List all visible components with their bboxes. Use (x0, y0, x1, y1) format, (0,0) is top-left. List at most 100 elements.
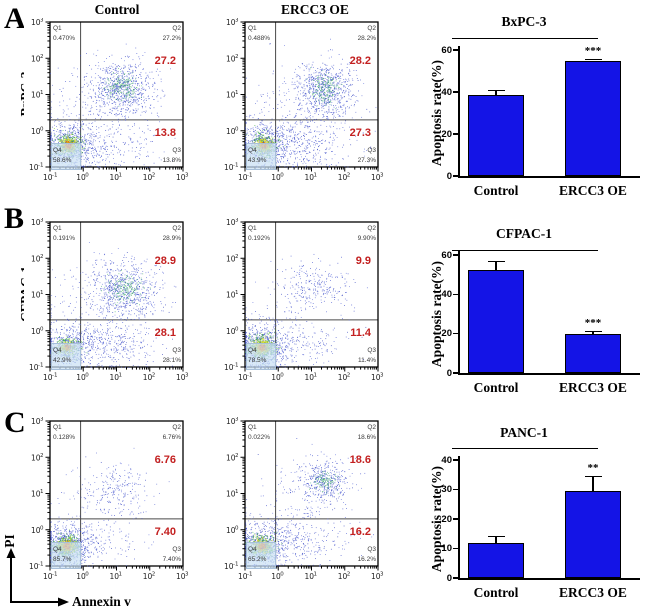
bar-chart-title: PANC-1 (500, 425, 548, 440)
upper-apoptosis-annotation: 6.76 (154, 454, 176, 466)
gate-stats-box (246, 542, 276, 569)
quadrant-q4-stats: Q4 42.9% (53, 347, 72, 365)
bar-ercc3-oe (565, 490, 621, 578)
y-tick-label: 40 (441, 454, 452, 466)
bar-chart-cfpac1: CFPAC-1 *** Apoptosis rate(%) Control ER… (425, 200, 646, 400)
error-bar-cap (487, 535, 505, 538)
quadrant-q3-stats: Q3 28.1% (162, 347, 181, 365)
column-title-control: Control (94, 2, 140, 17)
significance-stars: *** (584, 316, 602, 329)
error-bar-stem (495, 89, 497, 96)
quadrant-q3-stats: Q3 16.2% (357, 546, 376, 564)
y-tick-label: 0 (446, 572, 452, 584)
error-bar-stem (495, 535, 497, 543)
quadrant-q1-stats: Q1 0.192% (248, 225, 271, 243)
y-axis-line (458, 456, 460, 578)
y-tick-mark (453, 332, 458, 335)
y-tick-label: 0 (446, 170, 452, 182)
panel-letter: C (4, 406, 26, 439)
flow-plot-bxpc3-control: Q1 0.470% Q2 27.2% Q3 13.8% Q4 58.6% 27.2 13… (24, 18, 189, 184)
quadrant-q1-stats: Q1 0.488% (248, 25, 271, 43)
flow-plot-panc1-ercc3oe: Q1 0.022% Q2 18.6% Q3 16.2% Q4 65.2% 18.6 16… (219, 417, 384, 583)
category-label-ercc3-oe: ERCC3 OE (559, 380, 627, 395)
y-tick-label: 60 (441, 44, 452, 56)
quadrant-q3-stats: Q3 7.40% (162, 546, 181, 564)
quadrant-q1-stats: Q1 0.022% (248, 424, 271, 442)
axis-arrows-icon (6, 548, 69, 607)
y-tick-mark (453, 372, 458, 374)
bar-control (468, 269, 524, 373)
y-tick-mark (453, 133, 458, 135)
y-tick-label: 10 (441, 543, 452, 554)
error-bar-cap (584, 330, 602, 333)
y-axis-label: Apoptosis rate(%) (429, 59, 444, 167)
y-tick-label: 60 (441, 249, 452, 261)
category-label-control: Control (473, 183, 519, 198)
quadrant-q2-stats: Q2 9.90% (357, 225, 376, 243)
quadrant-q2-stats: Q2 27.2% (162, 25, 181, 43)
quadrant-q3-stats: Q3 13.8% (162, 147, 181, 165)
flow-plot-panc1-control: Q1 0.128% Q2 6.76% Q3 7.40% Q4 85.7% 6.76 7.… (24, 417, 189, 583)
panel-letter: B (4, 202, 25, 235)
y-tick-label: 40 (441, 86, 452, 98)
y-tick-mark (453, 459, 458, 461)
gate-stats-box (51, 542, 81, 569)
comparison-bracket (452, 448, 598, 450)
quadrant-q4-stats: Q4 78.5% (248, 347, 267, 365)
upper-apoptosis-annotation: 18.6 (349, 454, 371, 466)
bar-ercc3-oe (565, 60, 621, 176)
error-bar-cap (487, 260, 505, 263)
panel-row-c: C PANC-1 Q10.128% Q26.76% Q37.40% Q485.7… (0, 405, 646, 613)
y-tick-mark (453, 175, 458, 177)
comparison-bracket (452, 250, 598, 252)
y-tick-mark (453, 254, 458, 256)
significance-stars: *** (584, 44, 602, 57)
bar-chart-bxpc3: BxPC-3 *** Apoptosis rate(%) Control ERC… (425, 0, 646, 200)
gate-stats-box (246, 143, 276, 170)
quadrant-q3-stats: Q3 11.4% (358, 347, 376, 365)
upper-apoptosis-annotation: 28.9 (154, 255, 176, 267)
flow-plot-bxpc3-ercc3oe: Q1 0.488% Q2 28.2% Q3 27.3% Q4 43.9% 28.2 27… (219, 18, 384, 184)
y-tick-mark (453, 547, 458, 550)
quadrant-q2-stats: Q2 28.9% (162, 225, 181, 243)
y-axis-line (458, 46, 460, 176)
y-tick-label: 20 (441, 128, 452, 140)
y-tick-label: 40 (441, 288, 452, 300)
column-title-ercc3-oe: ERCC3 OE (281, 2, 349, 17)
bar-ercc3-oe (565, 333, 621, 373)
error-bar-cap (584, 475, 602, 478)
lower-apoptosis-annotation: 13.8 (154, 127, 176, 139)
error-bar-stem (592, 475, 594, 491)
error-bar-cap (584, 58, 602, 61)
y-tick-mark (453, 49, 458, 51)
x-axis-line (458, 373, 640, 375)
y-tick-mark (453, 518, 458, 520)
panel-letter: A (4, 2, 26, 35)
bar-chart-title: CFPAC-1 (496, 226, 552, 241)
upper-apoptosis-annotation: 28.2 (349, 55, 371, 67)
category-label-control: Control (473, 585, 519, 600)
upper-apoptosis-annotation: 27.2 (154, 55, 176, 67)
flow-plot-cfpac1-control: Q1 0.191% Q2 28.9% Q3 28.1% Q4 42.9% 28.9 28… (24, 218, 189, 384)
bar-chart-title: BxPC-3 (501, 14, 547, 29)
quadrant-q4-stats: Q4 43.9% (248, 147, 267, 165)
comparison-bracket (452, 38, 598, 40)
category-label-ercc3-oe: ERCC3 OE (559, 585, 627, 600)
gate-stats-box (51, 143, 81, 170)
bar-chart-panc1: PANC-1 ** Apoptosis rate(%) Control ERCC… (425, 405, 646, 605)
quadrant-q2-stats: Q2 28.2% (357, 25, 376, 43)
quadrant-q4-stats: Q4 58.6% (53, 147, 72, 165)
flow-plot-cfpac1-ercc3oe: Q1 0.192% Q2 9.90% Q3 11.4% Q4 78.5% 9.9 11.… (219, 218, 384, 384)
pi-axis-label: PI (2, 534, 17, 548)
bar-control (468, 542, 524, 578)
gate-stats-box (51, 343, 81, 370)
y-tick-label: 30 (441, 484, 452, 495)
category-label-ercc3-oe: ERCC3 OE (559, 183, 627, 198)
quadrant-q1-stats: Q1 0.470% (53, 25, 76, 43)
quadrant-q4-stats: Q4 65.2% (248, 546, 267, 564)
quadrant-q2-stats: Q2 6.76% (162, 424, 181, 442)
lower-apoptosis-annotation: 7.40 (154, 526, 176, 538)
y-tick-label: 20 (441, 513, 452, 525)
